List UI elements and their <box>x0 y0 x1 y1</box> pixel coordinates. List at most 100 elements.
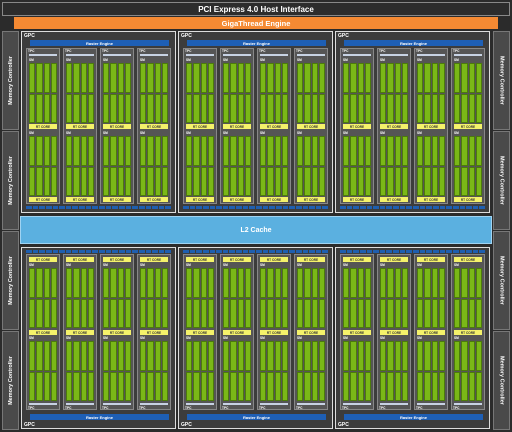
cuda-core-block <box>461 93 468 123</box>
cuda-core-block <box>394 93 401 123</box>
cuda-core-block <box>318 93 325 123</box>
cuda-core-block <box>304 93 311 123</box>
rop-unit <box>309 206 315 209</box>
cuda-core-block <box>357 341 364 371</box>
cuda-core-block <box>461 298 468 328</box>
rop-unit <box>256 206 262 209</box>
rt-core: RT CORE <box>140 257 168 262</box>
cuda-core-block <box>394 63 401 93</box>
streaming-multiprocessor: RT CORE SM <box>186 330 214 401</box>
tpc-label: TPC <box>65 406 72 410</box>
cuda-core-block <box>244 93 251 123</box>
cuda-core-block <box>230 166 237 196</box>
sm-wrapper: SM RT CORE <box>297 131 325 202</box>
rop-unit <box>353 250 359 253</box>
sm-label: SM <box>103 263 108 267</box>
cuda-core-block <box>274 136 281 166</box>
rop-unit <box>152 250 158 253</box>
cuda-core-block <box>401 93 408 123</box>
cuda-core-block <box>424 136 431 166</box>
streaming-multiprocessor: SM RT CORE <box>66 58 94 129</box>
cuda-core-grid <box>260 136 288 196</box>
rop-unit <box>295 206 302 209</box>
rop-unit <box>459 250 466 253</box>
rop-partition <box>183 206 329 209</box>
rop-unit <box>432 250 439 253</box>
sm-wrapper: SM RT CORE <box>454 131 482 202</box>
cuda-core-block <box>193 341 200 371</box>
tpc-label: TPC <box>65 49 72 53</box>
memory-controller: Memory Controller <box>2 131 19 230</box>
cuda-core-block <box>161 93 168 123</box>
sm-wrapper: SM RT CORE <box>29 131 57 202</box>
cuda-core-block <box>223 136 230 166</box>
cuda-core-block <box>387 166 394 196</box>
rop-unit <box>466 250 472 253</box>
rop-unit <box>479 250 486 253</box>
rop-unit <box>229 206 236 209</box>
cuda-core-block <box>350 166 357 196</box>
sm-wrapper: RT CORE SM <box>223 257 251 328</box>
cuda-core-block <box>401 166 408 196</box>
sm-label: SM <box>29 131 34 135</box>
cuda-core-block <box>147 298 154 328</box>
cuda-core-block <box>267 166 274 196</box>
cuda-core-block <box>80 341 87 371</box>
cuda-core-block <box>475 298 482 328</box>
streaming-multiprocessor: RT CORE SM <box>380 330 408 401</box>
cuda-core-block <box>66 136 73 166</box>
cuda-core-block <box>260 93 267 123</box>
rt-core: RT CORE <box>417 197 445 202</box>
cuda-core-block <box>438 93 445 123</box>
cuda-core-block <box>161 268 168 298</box>
streaming-multiprocessor: RT CORE SM <box>343 330 371 401</box>
tpc-label: TPC <box>185 49 192 53</box>
cuda-core-block <box>364 268 371 298</box>
rop-unit <box>105 206 112 209</box>
cuda-core-grid <box>343 63 371 123</box>
cuda-core-block <box>124 63 131 93</box>
rop-unit <box>309 250 315 253</box>
cuda-core-block <box>380 63 387 93</box>
cuda-core-block <box>110 268 117 298</box>
tpc-label: TPC <box>139 406 146 410</box>
cuda-core-grid <box>417 268 445 328</box>
cuda-core-block <box>193 371 200 401</box>
cuda-core-block <box>468 371 475 401</box>
cuda-core-block <box>87 371 94 401</box>
rop-unit <box>399 250 406 253</box>
cuda-core-block <box>147 371 154 401</box>
cuda-core-block <box>468 136 475 166</box>
rop-unit <box>132 206 138 209</box>
cuda-core-block <box>343 136 350 166</box>
rop-unit <box>92 250 99 253</box>
cuda-core-block <box>43 166 50 196</box>
cuda-core-block <box>364 341 371 371</box>
cuda-core-block <box>117 371 124 401</box>
tpc: TPC SM RT CORE SM RT CORE <box>183 48 217 204</box>
cuda-core-block <box>230 136 237 166</box>
cuda-core-block <box>223 298 230 328</box>
sm-wrapper: SM RT CORE <box>380 58 408 129</box>
polymorph-engine <box>103 54 131 56</box>
raster-engine: Raster Engine <box>344 40 483 46</box>
cuda-core-block <box>438 341 445 371</box>
rop-unit <box>262 250 269 253</box>
rop-unit <box>399 206 406 209</box>
rop-unit <box>158 206 165 209</box>
cuda-core-block <box>200 166 207 196</box>
cuda-core-block <box>461 136 468 166</box>
cuda-core-block <box>343 63 350 93</box>
rop-unit <box>236 206 242 209</box>
rop-partition <box>340 250 486 253</box>
rop-unit <box>472 206 479 209</box>
cuda-core-block <box>50 166 57 196</box>
rop-unit <box>393 206 399 209</box>
cuda-core-block <box>417 268 424 298</box>
cuda-core-block <box>186 93 193 123</box>
cuda-core-block <box>200 298 207 328</box>
cuda-core-block <box>461 341 468 371</box>
cuda-core-block <box>87 298 94 328</box>
cuda-core-block <box>304 341 311 371</box>
sm-label: SM <box>186 336 191 340</box>
